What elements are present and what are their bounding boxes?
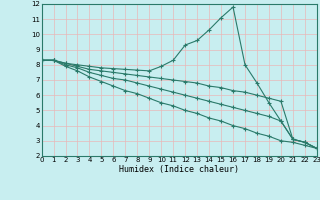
X-axis label: Humidex (Indice chaleur): Humidex (Indice chaleur) [119,165,239,174]
